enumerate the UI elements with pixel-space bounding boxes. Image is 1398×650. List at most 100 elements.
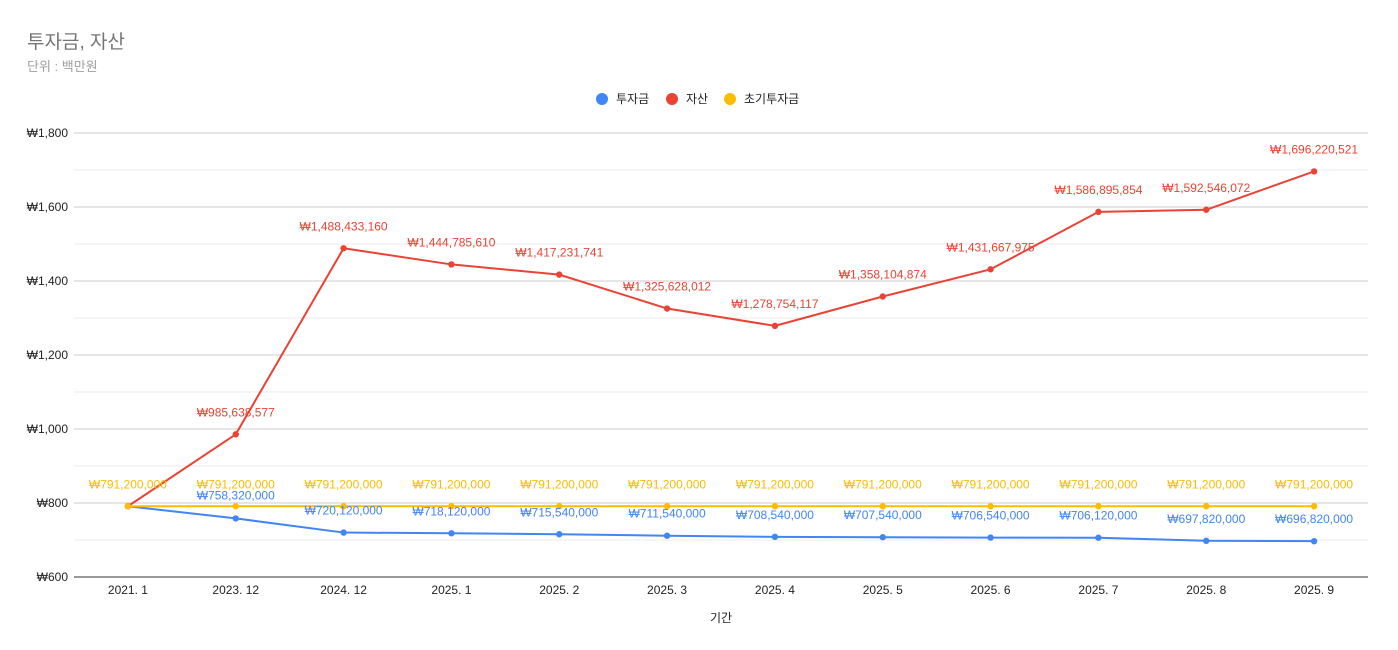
data-point [879, 534, 886, 541]
data-point [771, 503, 779, 510]
data-label: ₩1,586,895,854 [1054, 183, 1142, 197]
y-tick-label: ₩1,600 [27, 200, 69, 214]
series-line-1 [127, 170, 1315, 508]
data-label: ₩1,358,104,874 [839, 268, 927, 282]
data-label: ₩985,638,577 [197, 405, 275, 419]
x-tick-label: 2025. 4 [755, 583, 795, 597]
data-label: ₩791,200,000 [952, 477, 1030, 491]
data-label: ₩791,200,000 [412, 477, 490, 491]
data-label: ₩718,120,000 [412, 504, 490, 518]
data-point [232, 515, 239, 522]
data-point [771, 533, 779, 541]
data-label: ₩1,696,220,521 [1270, 142, 1358, 156]
data-label: ₩791,200,000 [736, 477, 814, 491]
data-point [987, 266, 994, 273]
data-point [1203, 206, 1210, 213]
data-label: ₩791,200,000 [1059, 477, 1137, 491]
data-label: ₩697,820,000 [1167, 512, 1245, 526]
data-label: ₩1,488,433,160 [300, 219, 388, 233]
data-point [448, 261, 455, 268]
data-point [663, 532, 671, 539]
data-point [556, 503, 563, 510]
y-tick-label: ₩1,400 [27, 274, 69, 288]
data-label: ₩1,431,667,975 [947, 240, 1035, 254]
x-axis-title: 기간 [710, 611, 732, 625]
legend-label: 투자금 [616, 92, 649, 106]
data-point [1310, 168, 1318, 175]
y-tick-label: ₩600 [37, 570, 69, 584]
x-tick-label: 2025. 6 [971, 583, 1011, 597]
data-label: ₩791,200,000 [89, 477, 167, 491]
data-label: ₩1,278,754,117 [731, 297, 819, 311]
y-tick-label: ₩1,800 [27, 126, 69, 140]
chart-subtitle: 단위 : 백만원 [27, 59, 98, 74]
chart-title: 투자금, 자산 [27, 32, 125, 53]
data-label: ₩706,540,000 [952, 509, 1030, 523]
data-point [232, 431, 239, 438]
x-tick-label: 2025. 3 [647, 583, 687, 597]
data-label: ₩791,200,000 [197, 477, 275, 491]
x-tick-label: 2021. 1 [108, 583, 148, 597]
data-label: ₩711,540,000 [628, 507, 705, 521]
x-tick-label: 2025. 2 [539, 583, 579, 597]
x-tick-label: 2025. 8 [1186, 583, 1226, 597]
data-point [987, 534, 994, 541]
data-point [448, 503, 455, 510]
data-point [879, 293, 886, 300]
data-label: ₩1,325,628,012 [623, 280, 711, 294]
data-point [340, 529, 347, 536]
data-label: ₩791,200,000 [844, 477, 922, 491]
legend-item-3[interactable]: 초기투자금 [724, 92, 799, 106]
x-tick-label: 2025. 7 [1078, 583, 1118, 597]
legend-label: 자산 [686, 92, 708, 106]
legend-item-2[interactable]: 자산 [666, 92, 708, 106]
x-tick-label: 2023. 12 [212, 583, 259, 597]
data-point [1095, 534, 1102, 541]
data-label: ₩707,540,000 [844, 508, 922, 522]
data-label: ₩715,540,000 [520, 505, 598, 519]
y-tick-label: ₩1,000 [27, 422, 69, 436]
data-point [556, 271, 563, 278]
data-label: ₩708,540,000 [736, 508, 814, 522]
data-point [124, 503, 132, 510]
data-point [232, 503, 239, 510]
legend-marker-icon [666, 93, 678, 105]
data-point [1203, 537, 1210, 545]
data-label: ₩791,200,000 [1167, 477, 1245, 491]
data-point [663, 305, 671, 312]
data-point [1203, 503, 1210, 510]
series-group [124, 168, 1318, 545]
x-tick-label: 2025. 5 [863, 583, 903, 597]
data-label: ₩706,120,000 [1059, 509, 1137, 523]
data-label: ₩696,820,000 [1275, 512, 1353, 526]
y-tick-label: ₩800 [37, 496, 69, 510]
legend-item-1[interactable]: 투자금 [596, 92, 649, 106]
gridlines [74, 132, 1368, 578]
data-point [340, 503, 347, 510]
data-label: ₩1,592,546,072 [1162, 181, 1250, 195]
x-axis-ticks: 2021. 1 2023. 12 2024. 12 2025. 1 2025. 2 202… [108, 583, 1335, 597]
data-label: ₩791,200,000 [520, 477, 598, 491]
series-line-0 [127, 505, 1315, 543]
data-point [448, 530, 455, 537]
data-label: ₩758,320,000 [197, 488, 275, 502]
data-label: ₩791,200,000 [1275, 477, 1353, 491]
data-point [663, 503, 671, 510]
x-tick-label: 2024. 12 [320, 583, 367, 597]
data-point [987, 503, 994, 510]
legend-label: 초기투자금 [744, 92, 799, 106]
legend-marker-icon [596, 93, 608, 105]
data-point [879, 503, 886, 510]
data-point [1310, 537, 1318, 545]
data-labels: ₩791,200,000 ₩791,200,000 ₩791,200,000 ₩791… [89, 142, 1359, 526]
data-point [340, 245, 347, 252]
legend[interactable]: 투자금 자산 초기투자금 [596, 92, 799, 106]
y-tick-label: ₩1,200 [27, 348, 69, 362]
y-axis-ticks: ₩600 ₩800 ₩1,000 ₩1,200 ₩1,400 ₩1,600 ₩1,800 [27, 126, 69, 584]
data-label: ₩1,417,231,741 [515, 246, 603, 260]
data-point [556, 531, 563, 538]
x-tick-label: 2025. 9 [1294, 583, 1334, 597]
data-point [1095, 208, 1102, 216]
data-point [1095, 503, 1102, 510]
